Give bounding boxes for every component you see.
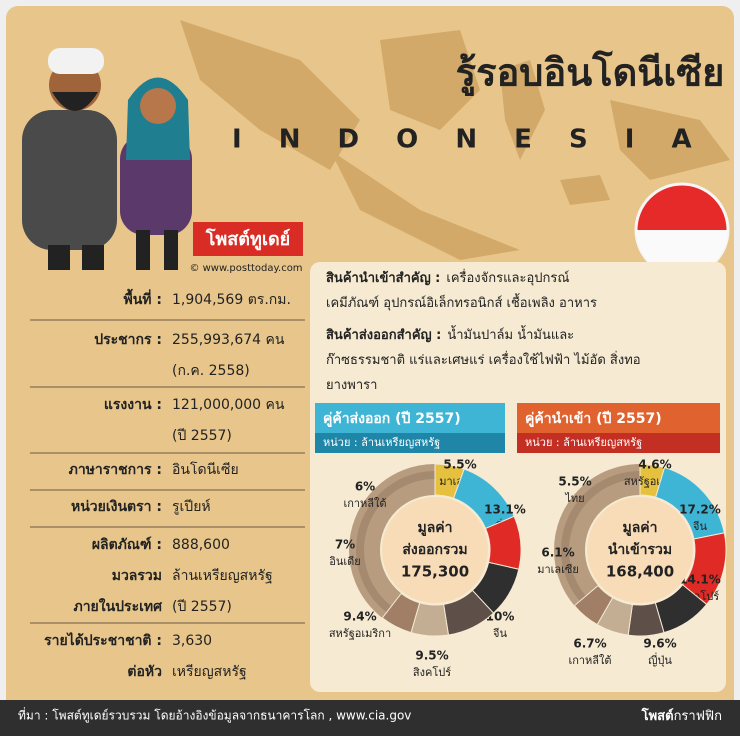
fact-label: ภาษาราชการ :: [69, 462, 162, 478]
fact-label: รายได้ประชาชาติ :: [44, 631, 162, 649]
segment-name: เกาหลีใต้: [568, 654, 611, 667]
donut-total: นำเข้ารวม: [608, 542, 672, 558]
fact-value: 888,600: [172, 537, 230, 553]
segment-name: ญี่ปุ่น: [648, 652, 672, 667]
segment-value: 6%: [355, 480, 375, 494]
donut-total: มูลค่า: [417, 520, 452, 536]
fact-label: พื้นที่ :: [124, 288, 163, 308]
partner-header: [517, 403, 720, 433]
segment-name: สิงคโปร์: [413, 665, 452, 679]
donut-total: 168,400: [606, 563, 674, 581]
donut-segment: [381, 592, 421, 634]
fact-value: รูเปียห์: [172, 498, 211, 515]
logo: โพสต์ทูเดย์: [205, 228, 290, 251]
segment-value: 4.6%: [638, 458, 671, 472]
segment-value: 9.4%: [343, 610, 376, 624]
partner-unit: หน่วย : ล้านเหรียญสหรัฐ: [525, 436, 642, 449]
segment-value: 17.2%: [679, 503, 721, 517]
website: © www.posttoday.com: [189, 263, 302, 274]
fact-value: เหรียญสหรัฐ: [172, 664, 247, 680]
fact-label: มวลรวม: [112, 568, 162, 584]
segment-name: อินเดีย: [329, 555, 361, 568]
source: ที่มา : โพสต์ทูเดย์รวบรวม โดยอ้างอิงข้อม…: [18, 707, 411, 724]
segment-value: 9.6%: [643, 637, 676, 651]
goods-line: ก๊าซธรรมชาติ แร่และเศษแร่ เครื่องใช้ไฟฟ้…: [326, 351, 641, 368]
fact-value: 255,993,674 คน: [172, 332, 285, 348]
partner-header: [315, 403, 505, 433]
fact-label: ต่อหัว: [127, 664, 162, 680]
fact-value: อินโดนีเซีย: [172, 461, 239, 478]
partner-unit-bar: [517, 433, 720, 453]
goods-text: น้ำมันปาล์ม น้ำมันและ: [447, 325, 574, 343]
fact-label: ผลิตภัณฑ์ :: [92, 536, 162, 553]
fact-label: ประชากร :: [94, 332, 162, 348]
segment-value: 5.5%: [558, 475, 591, 489]
segment-name: ไทย: [564, 492, 584, 505]
segment-value: 5.5%: [443, 458, 476, 472]
title: รู้รอบอินโดนีเซีย: [456, 50, 725, 97]
segment-value: 6.1%: [541, 546, 574, 560]
segment-name: สหรัฐอเมริกา: [329, 627, 391, 640]
goods-line: สินค้าส่งออกสำคัญ : น้ำมันปาล์ม น้ำมันและ: [326, 325, 574, 343]
brand: โพสต์กราฟฟิก: [641, 707, 722, 724]
fact-value: (ก.ค. 2558): [172, 363, 250, 379]
donut-center: [587, 497, 693, 603]
brand-bold: โพสต์: [641, 707, 674, 724]
segment-name: เกาหลีใต้: [343, 497, 386, 510]
fact-value: ล้านเหรียญสหรัฐ: [172, 568, 273, 584]
fact-value: 1,904,569 ตร.กม.: [172, 292, 291, 308]
goods-label: สินค้าส่งออกสำคัญ :: [326, 327, 441, 343]
goods-text: ยางพารา: [326, 378, 377, 393]
partner-unit: หน่วย : ล้านเหรียญสหรัฐ: [323, 436, 440, 449]
segment-value: 7%: [335, 538, 355, 552]
partner-title: คู่ค้าส่งออก (ปี 2557): [323, 411, 461, 427]
fact-value: 3,630: [172, 633, 212, 649]
segment-value: 13.1%: [484, 503, 526, 517]
segment-name: จีน: [692, 520, 707, 533]
people-illustration: [22, 48, 192, 270]
footer-bar: [0, 700, 740, 736]
partner-unit-bar: [315, 433, 505, 453]
goods-line: สินค้านำเข้าสำคัญ : เครื่องจักรและอุปกรณ์: [326, 269, 570, 286]
brand-text: กราฟฟิก: [674, 709, 722, 724]
donut-total: ส่งออกรวม: [402, 542, 467, 558]
logo-box: [193, 222, 303, 256]
fact-label: แรงงาน :: [104, 397, 162, 413]
goods-line: ยางพารา: [326, 378, 377, 393]
segment-value: 9.5%: [415, 649, 448, 663]
fact-value: (ปี 2557): [172, 599, 232, 615]
map: [180, 20, 730, 260]
segment-value: 6.7%: [573, 637, 606, 651]
goods-text: เคมีภัณฑ์ อุปกรณ์อิเล็กทรอนิกส์ เชื้อเพล…: [326, 293, 597, 311]
fact-label: หน่วยเงินตรา :: [71, 499, 162, 515]
donut-total: 175,300: [401, 563, 469, 581]
goods-text: ก๊าซธรรมชาติ แร่และเศษแร่ เครื่องใช้ไฟฟ้…: [326, 351, 641, 368]
subtitle: I N D O N E S I A: [232, 125, 706, 155]
donut-center: [382, 497, 488, 603]
goods-text: เครื่องจักรและอุปกรณ์: [446, 269, 569, 286]
goods-line: เคมีภัณฑ์ อุปกรณ์อิเล็กทรอนิกส์ เชื้อเพล…: [326, 293, 597, 311]
fact-value: (ปี 2557): [172, 428, 232, 444]
segment-name: จีน: [492, 627, 507, 640]
fact-label: ภายในประเทศ: [73, 597, 163, 615]
donut-segment: [573, 584, 614, 626]
donut-total: มูลค่า: [622, 520, 657, 536]
fact-value: 121,000,000 คน: [172, 397, 285, 413]
segment-name: มาเลเซีย: [537, 563, 579, 576]
segment-value: 14.1%: [679, 573, 721, 587]
partner-title: คู่ค้านำเข้า (ปี 2557): [525, 411, 662, 427]
goods-label: สินค้านำเข้าสำคัญ :: [326, 270, 440, 286]
